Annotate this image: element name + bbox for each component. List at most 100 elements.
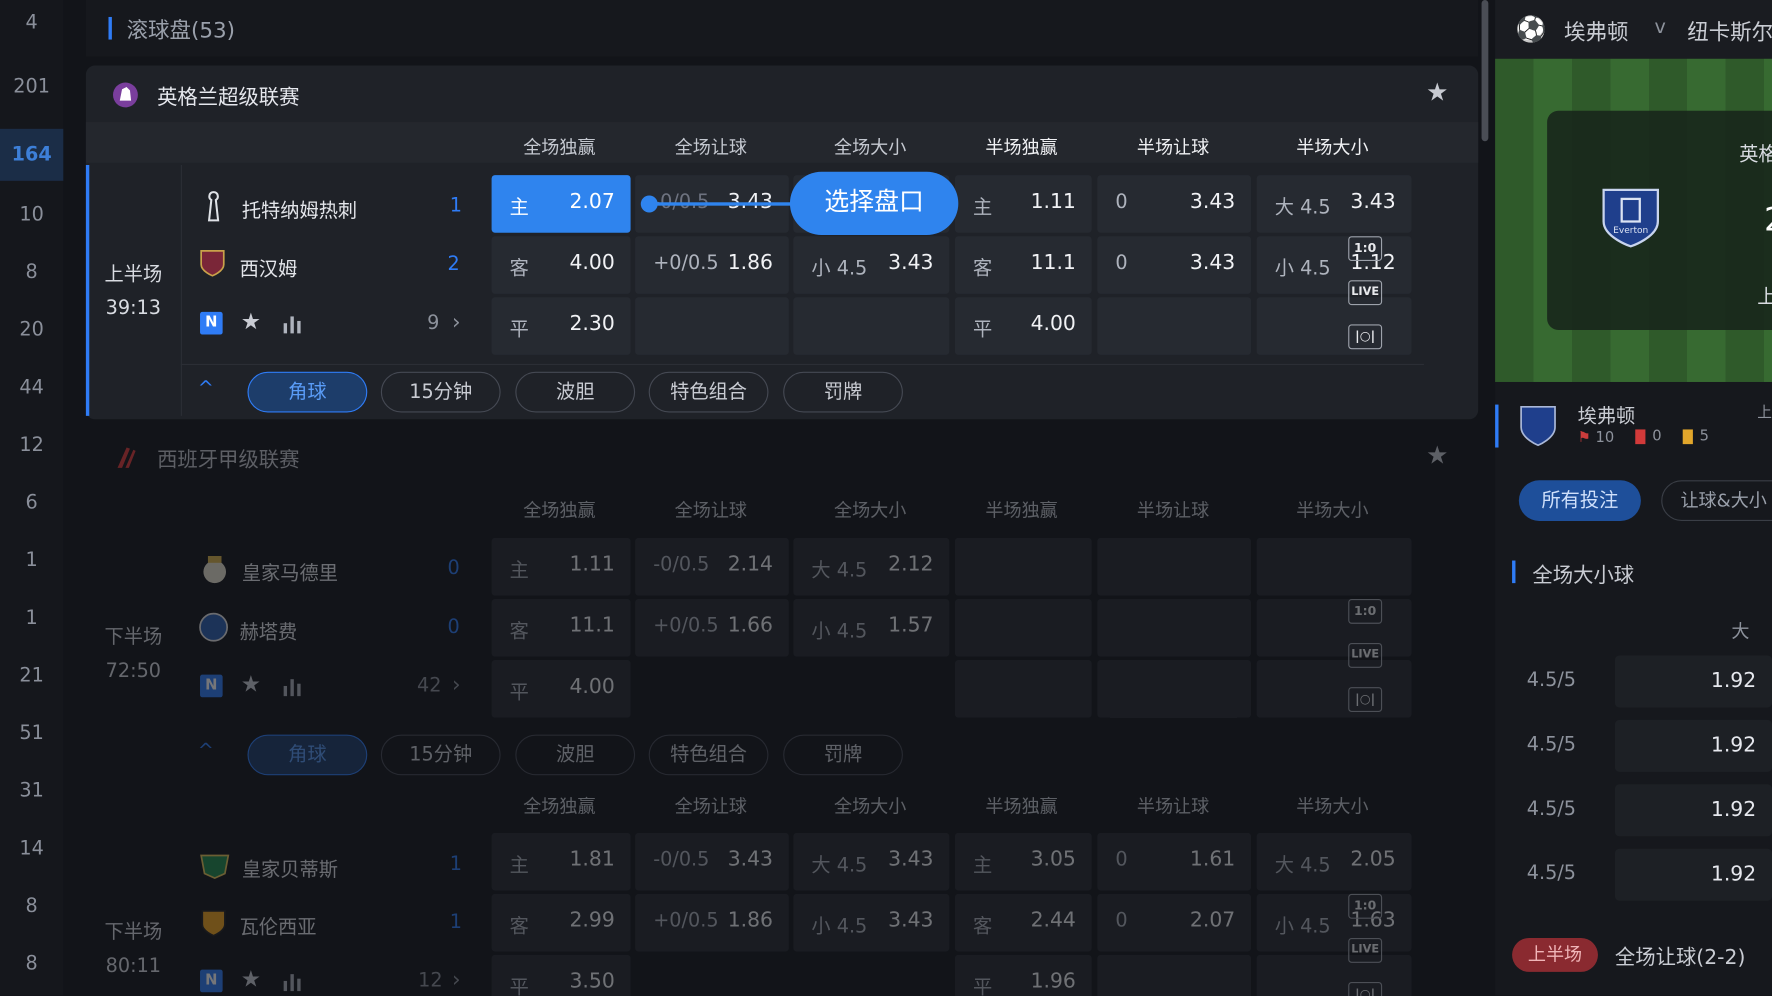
more-markets-count[interactable]: 9 [427,311,440,335]
odds-cell[interactable]: 0 1.61 [1097,832,1252,891]
odds-cell[interactable]: 小 4.5 1.57 [793,598,950,657]
live-stream-icon[interactable]: LIVE [1348,937,1383,963]
live-stream-icon[interactable]: LIVE [1348,643,1383,668]
rail-count[interactable]: 12 [19,433,44,457]
tab-correct-score[interactable]: 波胆 [515,371,636,413]
rail-count[interactable]: 51 [19,722,44,745]
tab-correct-score[interactable]: 波胆 [515,734,636,776]
chevron-right-icon[interactable]: › [452,309,461,335]
odds-cell[interactable]: 客 11.1 [491,598,631,657]
odds-cell[interactable]: 0 2.07 [1097,893,1252,952]
odds-cell[interactable]: 小 4.5 3.43 [793,893,950,952]
rail-count[interactable]: 201 [13,75,50,99]
scoreboard-icon[interactable]: 1:0 [1348,236,1383,262]
field-view-icon[interactable]: |○| [1348,324,1383,350]
odds-cell[interactable]: 客 2.99 [491,893,631,952]
odds-cell[interactable]: 0 3.43 [1097,175,1252,233]
scoreboard-icon[interactable]: 1:0 [1348,598,1383,624]
odds-cell[interactable]: 大 4.5 2.12 [793,537,950,596]
odds-cell[interactable]: 小 4.5 1.12 [1256,236,1412,294]
tab-corners[interactable]: 角球 [247,734,368,776]
rail-count[interactable]: 14 [19,837,44,861]
rail-count[interactable]: 8 [25,895,38,918]
scrollbar[interactable] [1481,0,1489,142]
odds-cell[interactable]: -0/0.5 2.14 [635,537,789,596]
odds-cell[interactable]: 主 1.11 [954,175,1092,233]
market-title[interactable]: 全场让球(2-2) [1614,945,1746,970]
period-badge[interactable]: 上半场 [1512,937,1598,972]
ou-line-row[interactable]: 4.5/5 1.92 [1515,784,1772,837]
odds-cell[interactable]: 平 3.50 [491,954,631,996]
tab-cards[interactable]: 罚牌 [783,371,903,413]
odds-cell[interactable]: +0/0.5 1.86 [635,893,789,952]
favorite-match-icon[interactable]: ★ [240,307,261,335]
odds-cell[interactable]: 主 1.81 [491,832,631,891]
field-view-icon[interactable]: |○| [1348,982,1383,996]
odds-cell[interactable]: 大 4.5 3.43 [793,832,950,891]
odds-cell[interactable]: 小 4.5 1.63 [1256,893,1412,952]
tab-specials[interactable]: 特色组合 [648,734,769,776]
league-title[interactable]: 英格兰超级联赛 [157,85,300,110]
rail-count[interactable]: 31 [19,779,44,803]
chevron-right-icon[interactable]: › [452,672,461,698]
favorite-match-icon[interactable]: ★ [240,965,261,993]
home-team[interactable]: 托特纳姆热刺 [241,200,358,223]
field-view-icon[interactable]: |○| [1348,687,1383,712]
stats-icon[interactable] [281,312,304,335]
odds-cell[interactable]: 0 3.43 [1097,236,1252,294]
rail-count[interactable]: 1 [25,549,38,572]
rail-count-active[interactable]: 164 [0,128,64,181]
odds-cell[interactable]: 大 4.5 2.05 [1256,832,1412,891]
ou-line-row[interactable]: 4.5/5 1.92 [1515,655,1772,708]
favorite-league-icon[interactable]: ★ [1426,441,1449,471]
rail-count[interactable]: 6 [25,491,38,515]
ou-line-row[interactable]: 4.5/5 1.92 [1515,848,1772,901]
line-slider-handle[interactable] [640,195,658,213]
odds-cell-selected[interactable]: 主 2.07 [491,175,631,233]
odds-cell[interactable]: 主 3.05 [954,832,1092,891]
more-markets-count[interactable]: 12 [418,969,443,993]
away-team[interactable]: 西汉姆 [239,258,298,282]
odds-cell[interactable]: 平 4.00 [954,297,1092,355]
league-title[interactable]: 西班牙甲级联赛 [157,448,300,473]
odds-cell[interactable]: 平 4.00 [491,659,631,718]
away-team[interactable]: 瓦伦西亚 [239,916,317,940]
tab-handicap-ou[interactable]: 让球&大小 [1661,480,1772,521]
odds-cell[interactable]: 大 4.5 3.43 [1256,175,1412,233]
rail-count[interactable]: 8 [25,952,38,976]
select-line-popup[interactable]: 选择盘口 [789,171,959,236]
odds-cell[interactable]: 小 4.5 3.43 [793,236,950,294]
odds-cell[interactable]: 主 1.11 [491,537,631,596]
stats-icon[interactable] [281,970,304,993]
tab-specials[interactable]: 特色组合 [648,371,769,413]
line-slider-track[interactable] [649,202,793,206]
odds-cell[interactable]: 平 1.96 [954,954,1092,996]
favorite-match-icon[interactable]: ★ [240,670,261,698]
chevron-right-icon[interactable]: › [452,967,461,993]
favorite-league-icon[interactable]: ★ [1426,79,1449,108]
odds-cell[interactable]: 平 2.30 [491,297,631,355]
odds-cell[interactable]: +0/0.5 1.66 [635,598,789,657]
rail-count[interactable]: 8 [25,261,38,284]
ou-line-row[interactable]: 4.5/5 1.92 [1515,719,1772,772]
odds-cell[interactable]: +0/0.5 1.86 [635,236,789,294]
live-stream-icon[interactable]: LIVE [1348,280,1383,306]
collapse-icon[interactable]: ^ [197,377,214,401]
tab-all-bets[interactable]: 所有投注 [1518,480,1641,521]
rail-count[interactable]: 44 [19,376,44,399]
odds-cell[interactable]: 客 11.1 [954,236,1092,294]
more-markets-count[interactable]: 42 [417,674,442,698]
scoreboard-icon[interactable]: 1:0 [1348,893,1383,919]
home-team[interactable]: 皇家贝蒂斯 [241,858,338,882]
tab-corners[interactable]: 角球 [247,371,368,413]
odds-cell[interactable]: 客 2.44 [954,893,1092,952]
home-team[interactable]: 皇家马德里 [241,562,338,586]
tab-cards[interactable]: 罚牌 [783,734,903,776]
away-team[interactable]: 赫塔费 [239,621,298,645]
rail-count[interactable]: 1 [25,606,38,630]
stats-icon[interactable] [281,675,304,698]
odds-cell[interactable]: 客 4.00 [491,236,631,294]
rail-count[interactable]: 20 [19,318,44,342]
tab-15min[interactable]: 15分钟 [380,734,501,776]
